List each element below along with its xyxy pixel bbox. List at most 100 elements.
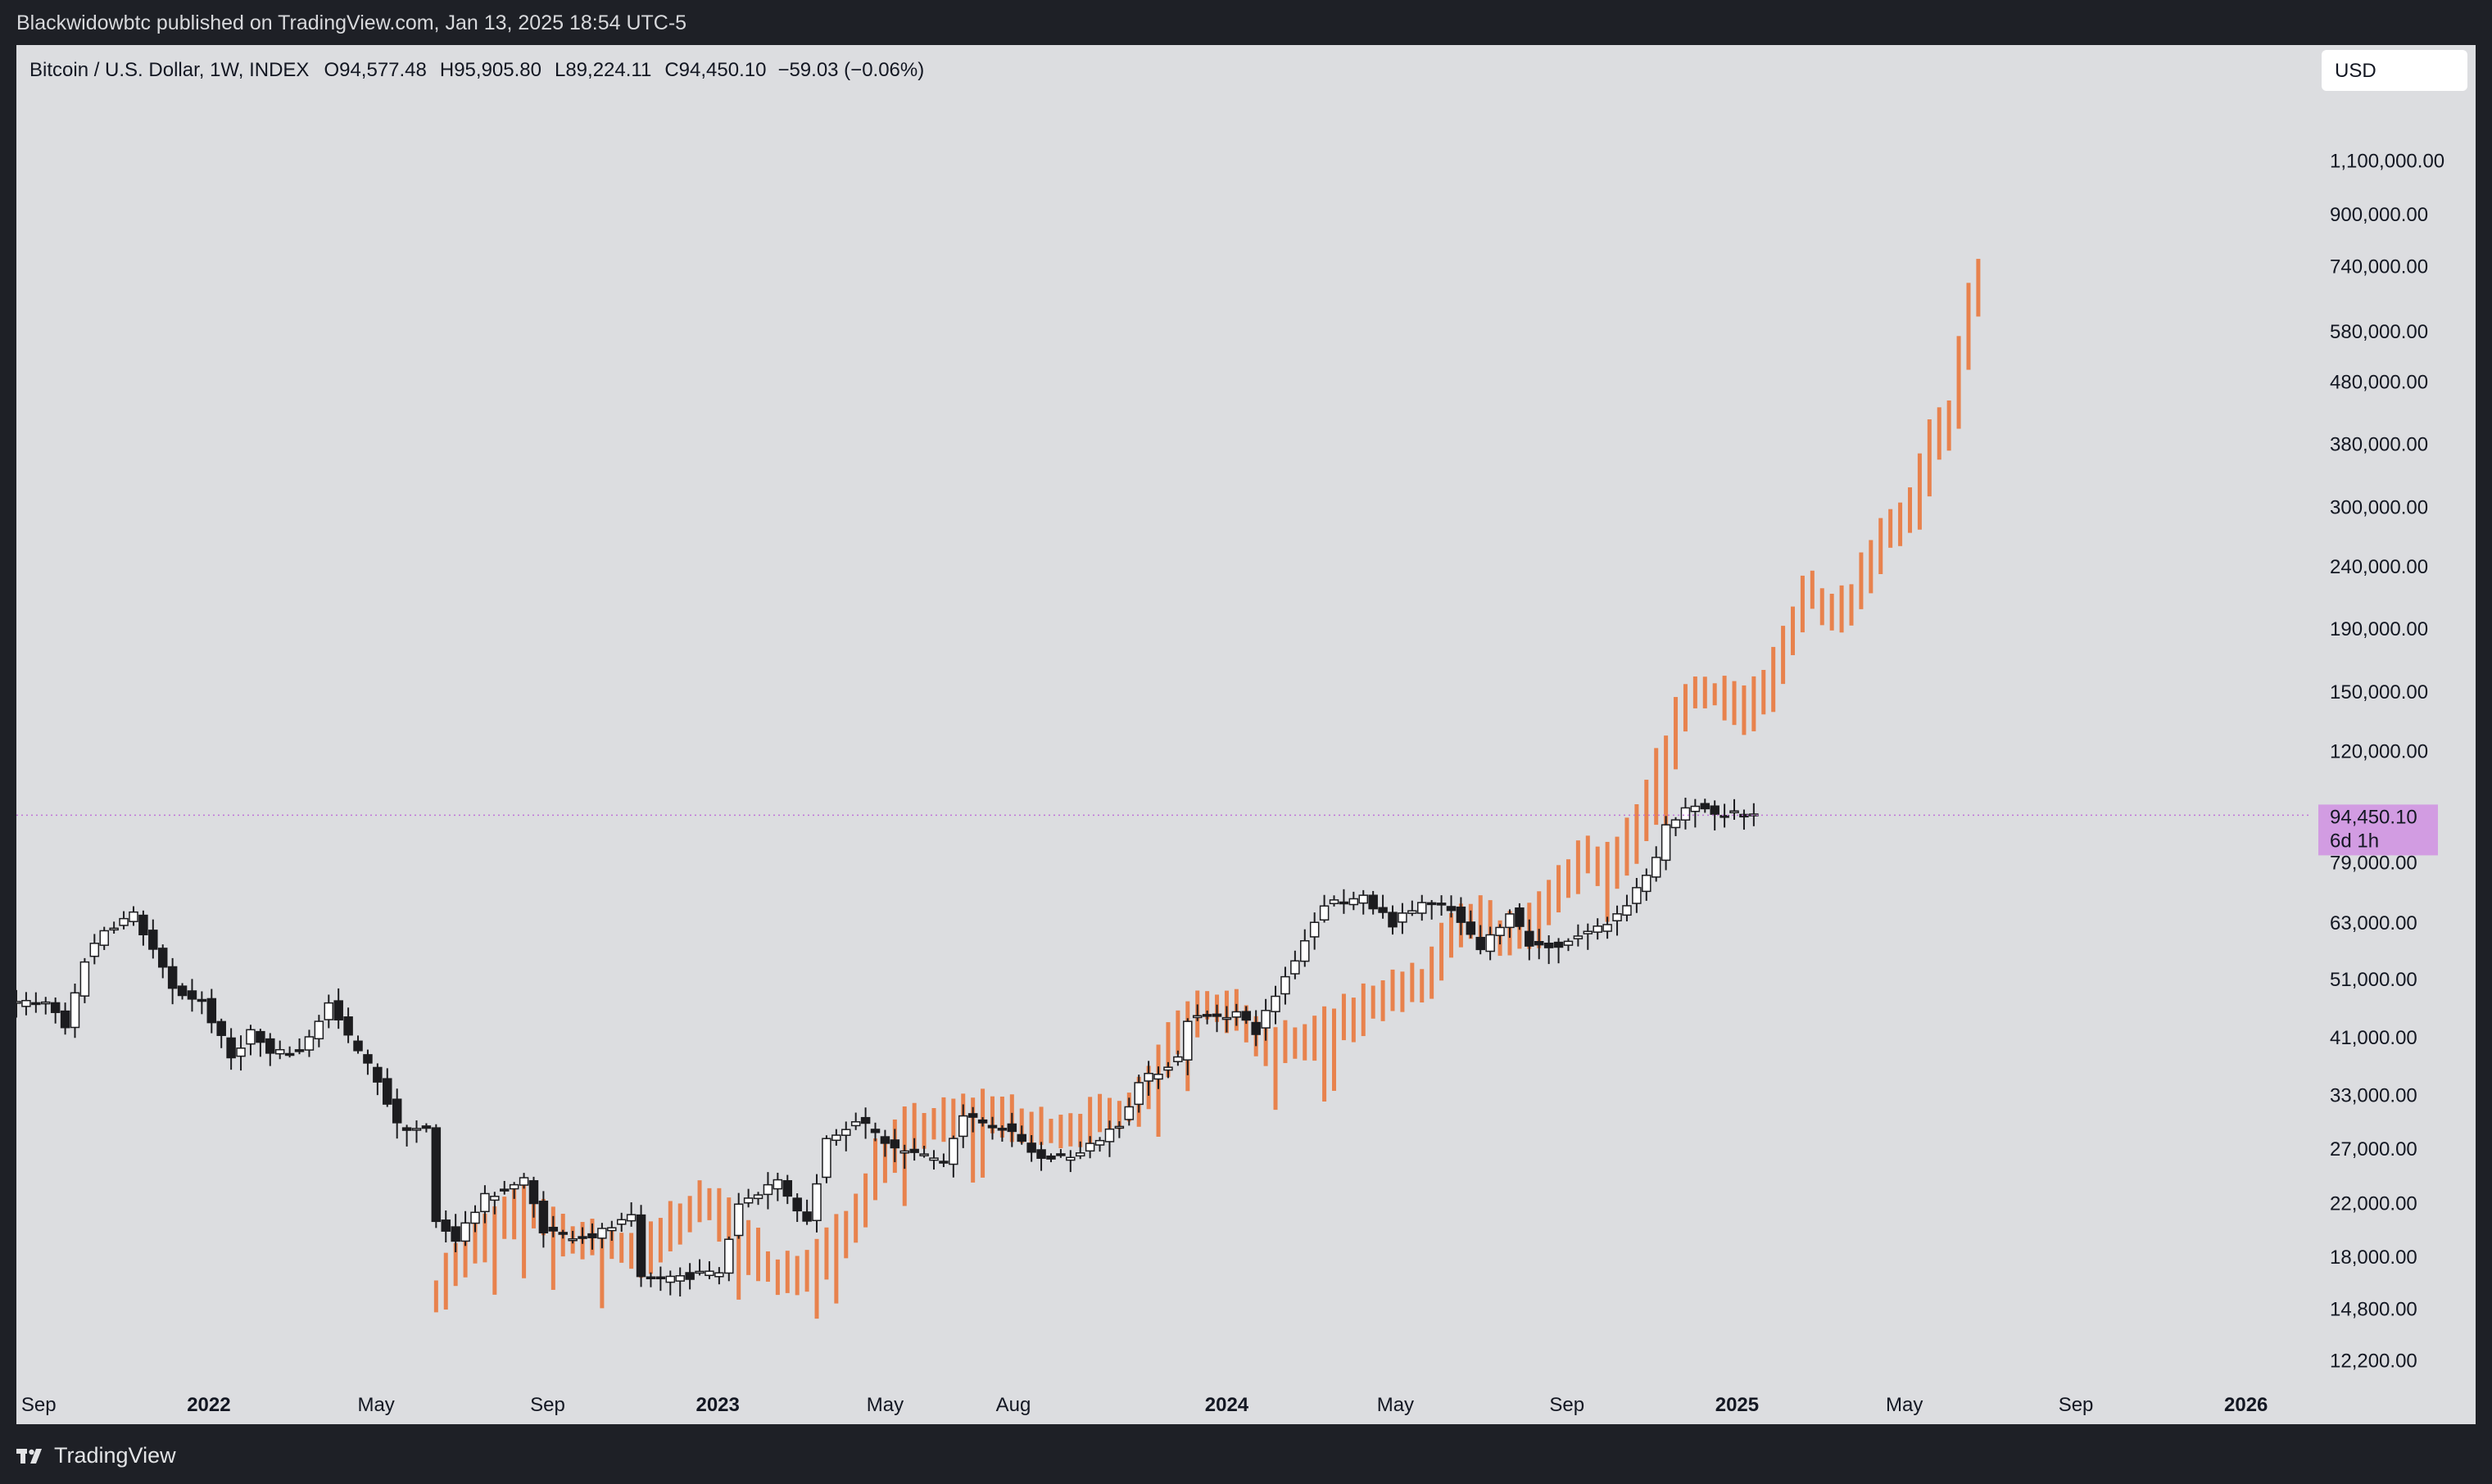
candle-down[interactable] xyxy=(646,1276,656,1279)
candle-up[interactable] xyxy=(1124,1106,1135,1120)
candle-down[interactable] xyxy=(1241,1011,1252,1021)
candle-down[interactable] xyxy=(226,1037,236,1059)
candle-up[interactable] xyxy=(733,1203,744,1237)
candle-down[interactable] xyxy=(392,1098,402,1124)
candle-up[interactable] xyxy=(607,1227,617,1232)
candle-down[interactable] xyxy=(558,1232,568,1235)
candle-up[interactable] xyxy=(1075,1152,1085,1157)
candle-up[interactable] xyxy=(1192,1015,1203,1019)
candle-down[interactable] xyxy=(50,1002,61,1013)
candle-down[interactable] xyxy=(197,998,207,1002)
candle-down[interactable] xyxy=(441,1219,451,1232)
candle-down[interactable] xyxy=(294,1049,305,1052)
candle-up[interactable] xyxy=(1690,805,1701,812)
candle-down[interactable] xyxy=(138,914,148,936)
candle-up[interactable] xyxy=(1358,894,1369,904)
candle-up[interactable] xyxy=(724,1238,734,1274)
candle-down[interactable] xyxy=(373,1066,383,1083)
candle-up[interactable] xyxy=(490,1196,500,1201)
candle-up[interactable] xyxy=(568,1238,578,1242)
candle-down[interactable] xyxy=(383,1078,392,1105)
candle-up[interactable] xyxy=(509,1183,519,1190)
candle-down[interactable] xyxy=(206,998,217,1024)
candle-up[interactable] xyxy=(1593,925,1602,933)
candle-down[interactable] xyxy=(1700,803,1710,810)
candle-up[interactable] xyxy=(1495,926,1505,936)
candle-down[interactable] xyxy=(60,1010,70,1029)
candle-down[interactable] xyxy=(1202,1014,1212,1017)
candle-up[interactable] xyxy=(616,1219,627,1225)
candle-up[interactable] xyxy=(1114,1125,1125,1129)
candle-up[interactable] xyxy=(1485,934,1495,952)
candle-up[interactable] xyxy=(470,1211,480,1224)
candle-down[interactable] xyxy=(890,1139,900,1149)
candle-up[interactable] xyxy=(109,927,119,931)
candle-up[interactable] xyxy=(519,1177,529,1186)
candle-down[interactable] xyxy=(431,1127,442,1223)
candle-down[interactable] xyxy=(1719,815,1729,818)
candle-up[interactable] xyxy=(1173,1056,1183,1062)
candle-down[interactable] xyxy=(157,948,168,968)
candle-up[interactable] xyxy=(304,1036,315,1051)
candle-down[interactable] xyxy=(1446,906,1457,912)
candle-down[interactable] xyxy=(987,1124,998,1129)
candle-down[interactable] xyxy=(655,1276,666,1280)
candle-up[interactable] xyxy=(1505,913,1515,929)
candle-down[interactable] xyxy=(256,1030,265,1043)
price-chart[interactable]: Bitcoin / U.S. Dollar, 1W, INDEX O94,577.… xyxy=(16,45,2476,1424)
candle-up[interactable] xyxy=(958,1115,968,1138)
candle-down[interactable] xyxy=(782,1180,793,1197)
candle-up[interactable] xyxy=(695,1270,705,1274)
candle-down[interactable] xyxy=(1426,902,1437,906)
candle-up[interactable] xyxy=(1163,1066,1173,1071)
candle-up[interactable] xyxy=(460,1222,470,1242)
tradingview-logo[interactable]: TradingView xyxy=(16,1443,176,1468)
candle-up[interactable] xyxy=(79,961,90,997)
candle-down[interactable] xyxy=(1525,930,1534,947)
candle-down[interactable] xyxy=(265,1038,275,1054)
candle-up[interactable] xyxy=(1407,910,1417,914)
candle-up[interactable] xyxy=(831,1134,841,1142)
candle-up[interactable] xyxy=(929,1157,939,1161)
candle-down[interactable] xyxy=(499,1188,510,1192)
candle-up[interactable] xyxy=(1612,913,1622,921)
candle-up[interactable] xyxy=(626,1214,637,1222)
candle-up[interactable] xyxy=(919,1153,929,1156)
candle-down[interactable] xyxy=(1339,901,1349,905)
candle-down[interactable] xyxy=(792,1197,802,1212)
candle-up[interactable] xyxy=(119,917,129,926)
candle-down[interactable] xyxy=(636,1214,646,1278)
candle-up[interactable] xyxy=(129,911,138,922)
candle-down[interactable] xyxy=(587,1233,597,1238)
candle-up[interactable] xyxy=(705,1270,714,1277)
candle-down[interactable] xyxy=(1466,921,1476,935)
candle-down[interactable] xyxy=(880,1136,890,1144)
candle-up[interactable] xyxy=(714,1272,724,1278)
candle-up[interactable] xyxy=(675,1275,685,1282)
candle-up[interactable] xyxy=(841,1129,851,1136)
candle-down[interactable] xyxy=(860,1116,871,1124)
candle-up[interactable] xyxy=(899,1150,910,1154)
candle-down[interactable] xyxy=(538,1201,549,1233)
candle-down[interactable] xyxy=(1456,906,1466,923)
candle-up[interactable] xyxy=(1622,905,1632,916)
candle-down[interactable] xyxy=(870,1129,881,1133)
candle-up[interactable] xyxy=(763,1183,773,1196)
candle-down[interactable] xyxy=(1543,943,1554,948)
candle-up[interactable] xyxy=(1144,1072,1153,1082)
candle-up[interactable] xyxy=(16,1001,21,1004)
candle-down[interactable] xyxy=(1475,936,1485,951)
candle-down[interactable] xyxy=(401,1127,412,1131)
candle-up[interactable] xyxy=(597,1228,607,1239)
candle-up[interactable] xyxy=(1134,1082,1144,1106)
candle-up[interactable] xyxy=(1319,905,1330,921)
candle-up[interactable] xyxy=(1094,1139,1105,1146)
candle-up[interactable] xyxy=(850,1121,861,1127)
candle-up[interactable] xyxy=(1221,1016,1232,1020)
candle-down[interactable] xyxy=(451,1226,460,1242)
candle-up[interactable] xyxy=(1602,924,1612,932)
candle-down[interactable] xyxy=(1368,894,1378,910)
candle-up[interactable] xyxy=(1066,1156,1076,1161)
candle-up[interactable] xyxy=(773,1179,783,1190)
candle-up[interactable] xyxy=(1183,1020,1193,1061)
